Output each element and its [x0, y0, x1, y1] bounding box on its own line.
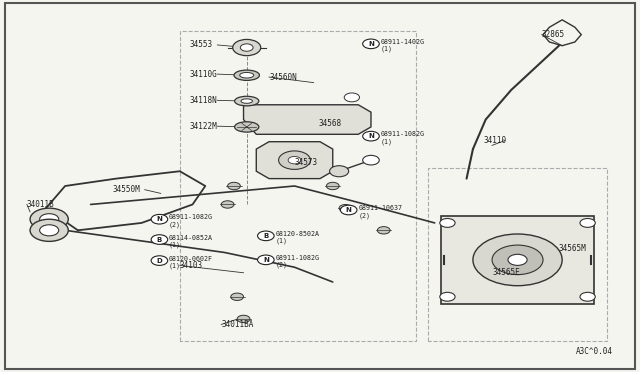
Ellipse shape [235, 96, 259, 106]
Circle shape [508, 254, 527, 265]
Ellipse shape [235, 122, 259, 132]
Text: 34565E: 34565E [492, 268, 520, 277]
Circle shape [363, 131, 380, 141]
Circle shape [257, 231, 274, 241]
Ellipse shape [241, 99, 252, 103]
Circle shape [326, 182, 339, 190]
Circle shape [257, 255, 274, 264]
Text: 34118N: 34118N [189, 96, 217, 105]
Ellipse shape [234, 70, 259, 80]
Circle shape [40, 225, 59, 236]
Ellipse shape [240, 73, 253, 78]
Circle shape [221, 201, 234, 208]
Circle shape [580, 292, 595, 301]
Text: 34573: 34573 [294, 157, 317, 167]
Text: N: N [368, 133, 374, 139]
Text: D: D [157, 257, 163, 264]
Text: 08911-1082G
(2): 08911-1082G (2) [169, 214, 213, 228]
Text: N: N [368, 41, 374, 47]
Text: 08911-1082G
(2): 08911-1082G (2) [275, 255, 319, 269]
Text: 34110: 34110 [483, 136, 506, 145]
Circle shape [363, 39, 380, 49]
Circle shape [363, 155, 380, 165]
Circle shape [473, 234, 562, 286]
Text: 34103: 34103 [180, 261, 203, 270]
Text: 08114-0852A
(1): 08114-0852A (1) [169, 235, 213, 248]
Text: 34011B: 34011B [27, 200, 54, 209]
Circle shape [278, 151, 310, 169]
Circle shape [440, 218, 455, 227]
Circle shape [40, 214, 59, 225]
Text: 34011BA: 34011BA [221, 320, 253, 329]
Circle shape [378, 227, 390, 234]
Text: 08120-0602F
(1): 08120-0602F (1) [169, 256, 213, 269]
Circle shape [339, 205, 352, 212]
Circle shape [151, 256, 168, 265]
Text: 08120-8502A
(1): 08120-8502A (1) [275, 231, 319, 244]
Circle shape [237, 315, 250, 323]
Circle shape [151, 235, 168, 244]
Circle shape [344, 93, 360, 102]
Text: 34122M: 34122M [189, 122, 217, 131]
Circle shape [492, 245, 543, 275]
Text: 34568: 34568 [319, 119, 342, 128]
Text: A3C^0.04: A3C^0.04 [576, 347, 613, 356]
Circle shape [30, 219, 68, 241]
Circle shape [340, 205, 357, 215]
Circle shape [241, 44, 253, 51]
Text: N: N [346, 207, 351, 213]
Text: 32865: 32865 [541, 30, 565, 39]
Circle shape [330, 166, 349, 177]
Text: N: N [263, 257, 269, 263]
Text: 08911-10637
(2): 08911-10637 (2) [358, 205, 402, 219]
Circle shape [30, 208, 68, 230]
Text: 34553: 34553 [189, 41, 212, 49]
Text: 34560N: 34560N [269, 73, 297, 81]
Circle shape [151, 214, 168, 224]
Circle shape [228, 182, 241, 190]
Text: B: B [263, 233, 268, 239]
Text: 34565M: 34565M [559, 244, 587, 253]
Text: B: B [157, 237, 162, 243]
Polygon shape [244, 105, 371, 134]
Text: 34550M: 34550M [113, 185, 141, 194]
Circle shape [231, 293, 244, 301]
Circle shape [233, 39, 260, 56]
Text: 34110G: 34110G [189, 70, 217, 78]
Polygon shape [256, 142, 333, 179]
Circle shape [440, 292, 455, 301]
Text: 08911-1402G
(1): 08911-1402G (1) [381, 39, 424, 52]
Text: 08911-1082G
(1): 08911-1082G (1) [381, 131, 424, 145]
Text: N: N [157, 216, 163, 222]
Circle shape [288, 157, 301, 164]
Polygon shape [441, 215, 594, 304]
Circle shape [580, 218, 595, 227]
